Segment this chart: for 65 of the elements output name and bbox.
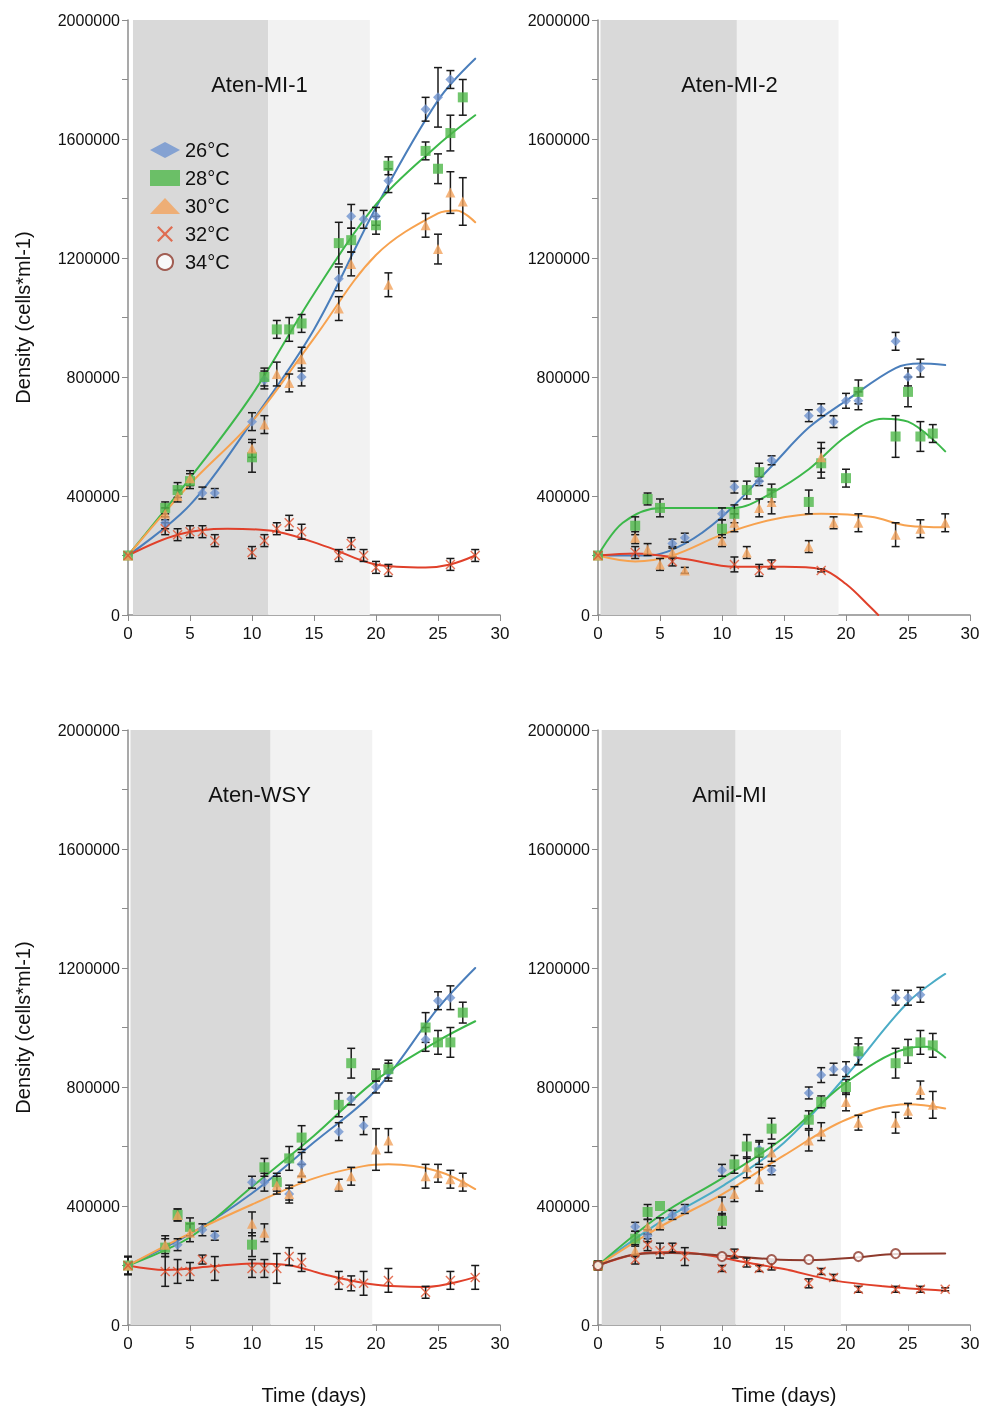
x-tick-label: 10 (242, 624, 262, 643)
text: Amil-MI (692, 781, 767, 807)
x-tick-label: 20 (836, 624, 856, 643)
y-tick-label: 400000 (536, 1197, 591, 1215)
x-tick-label: 15 (304, 1334, 324, 1353)
x-tick-label: 0 (123, 624, 133, 643)
x-tick-label: 15 (304, 624, 324, 643)
y-tick-label: 400000 (66, 487, 121, 505)
text: Aten-MI-1 (211, 71, 308, 97)
y-tick-label: 0 (111, 606, 121, 624)
x-axis-title: Time (days) (261, 1384, 367, 1406)
x-tick-label: 25 (898, 624, 918, 643)
y-tick-label: 400000 (536, 487, 591, 505)
text: Aten-MI-2 (681, 71, 778, 97)
y-tick-label: 1600000 (527, 840, 591, 858)
y-tick-label: 2000000 (527, 721, 591, 739)
x-tick-label: 20 (366, 1334, 386, 1353)
x-axis-title: Time (days) (731, 1384, 837, 1406)
x-tick-label: 15 (774, 1334, 794, 1353)
x-tick-label: 10 (242, 1334, 262, 1353)
y-tick-label: 0 (111, 1316, 121, 1334)
x-tick-label: 0 (593, 624, 603, 643)
y-tick-label: 1600000 (57, 130, 121, 148)
y-tick-label: 1600000 (57, 840, 121, 858)
text: Aten-WSY (208, 781, 312, 807)
legend-label: 28°C (185, 167, 230, 189)
legend-label: 32°C (185, 223, 230, 245)
x-tick-label: 5 (655, 1334, 665, 1353)
x-tick-label: 30 (960, 1334, 980, 1353)
y-tick-label: 2000000 (527, 11, 591, 29)
x-tick-label: 0 (123, 1334, 133, 1353)
y-tick-label: 400000 (66, 1197, 121, 1215)
x-tick-label: 25 (428, 624, 448, 643)
legend-label: 34°C (185, 251, 230, 273)
y-tick-label: 1200000 (527, 959, 591, 977)
y-tick-label: 800000 (66, 1078, 121, 1096)
y-tick-label: 800000 (66, 368, 121, 386)
x-tick-label: 5 (185, 624, 195, 643)
x-tick-label: 0 (593, 1334, 603, 1353)
x-tick-label: 30 (490, 624, 510, 643)
x-tick-label: 10 (712, 1334, 732, 1353)
y-tick-label: 1200000 (527, 249, 591, 267)
x-tick-label: 25 (428, 1334, 448, 1353)
y-tick-label: 1200000 (57, 249, 121, 267)
y-axis-title: Density (cells*ml-1) (12, 941, 34, 1114)
x-tick-label: 5 (655, 624, 665, 643)
y-axis-title: Density (cells*ml-1) (12, 231, 34, 404)
y-tick-label: 2000000 (57, 721, 121, 739)
y-tick-label: 2000000 (57, 11, 121, 29)
y-tick-label: 1200000 (57, 959, 121, 977)
x-tick-label: 30 (490, 1334, 510, 1353)
x-tick-label: 5 (185, 1334, 195, 1353)
y-tick-label: 1600000 (527, 130, 591, 148)
x-tick-label: 10 (712, 624, 732, 643)
x-tick-label: 30 (960, 624, 980, 643)
y-tick-label: 0 (581, 606, 591, 624)
legend-label: 30°C (185, 195, 230, 217)
y-tick-label: 0 (581, 1316, 591, 1334)
y-tick-label: 800000 (536, 1078, 591, 1096)
x-tick-label: 20 (366, 624, 386, 643)
x-tick-label: 15 (774, 624, 794, 643)
x-tick-label: 25 (898, 1334, 918, 1353)
y-tick-label: 800000 (536, 368, 591, 386)
legend-label: 26°C (185, 139, 230, 161)
x-tick-label: 20 (836, 1334, 856, 1353)
